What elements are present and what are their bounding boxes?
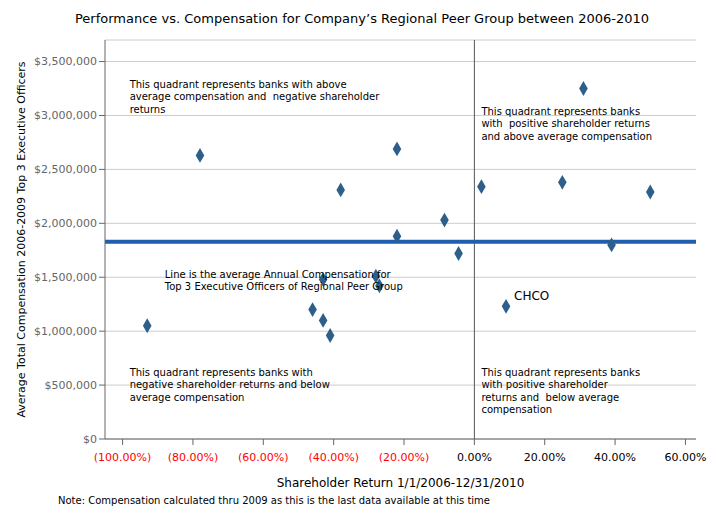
svg-text:$0: $0 [83,433,97,446]
svg-text:$2,000,000: $2,000,000 [34,217,97,230]
svg-text:(60.00%): (60.00%) [238,451,289,464]
svg-text:(80.00%): (80.00%) [168,451,219,464]
svg-text:$1,000,000: $1,000,000 [34,325,97,338]
svg-text:40.00%: 40.00% [594,451,636,464]
svg-text:CHCO: CHCO [514,289,549,303]
html-text:Note: Compensation calculated: Note: Compensation calculated thru 2009 … [58,495,490,506]
svg-text:0.00%: 0.00% [457,451,492,464]
svg-text:Shareholder Return 1/1/2006-12: Shareholder Return 1/1/2006-12/31/2010 [277,476,525,490]
svg-text:$1,500,000: $1,500,000 [34,271,97,284]
svg-text:This quadrant represents banks: This quadrant represents banks withnegat… [129,367,330,403]
svg-text:20.00%: 20.00% [524,451,566,464]
html-text:Performance vs. Compensation f: Performance vs. Compensation for Company… [75,11,649,26]
svg-text:This quadrant represents banks: This quadrant represents bankswith posit… [480,106,652,142]
svg-text:This quadrant represents banks: This quadrant represents bankswith posit… [480,367,640,416]
svg-text:(100.00%): (100.00%) [94,451,152,464]
svg-text:$3,000,000: $3,000,000 [34,109,97,122]
svg-text:(40.00%): (40.00%) [308,451,359,464]
svg-text:$2,500,000: $2,500,000 [34,163,97,176]
svg-text:This quadrant represents banks: This quadrant represents banks with abov… [129,79,381,115]
svg-text:60.00%: 60.00% [664,451,706,464]
svg-text:(20.00%): (20.00%) [379,451,430,464]
svg-text:$3,500,000: $3,500,000 [34,55,97,68]
svg-text:$500,000: $500,000 [45,379,98,392]
svg-text:Average Total Compensation 200: Average Total Compensation 2006-2009 Top… [15,61,28,417]
svg-text:Line is the average Annual Com: Line is the average Annual Compensation … [164,269,403,293]
